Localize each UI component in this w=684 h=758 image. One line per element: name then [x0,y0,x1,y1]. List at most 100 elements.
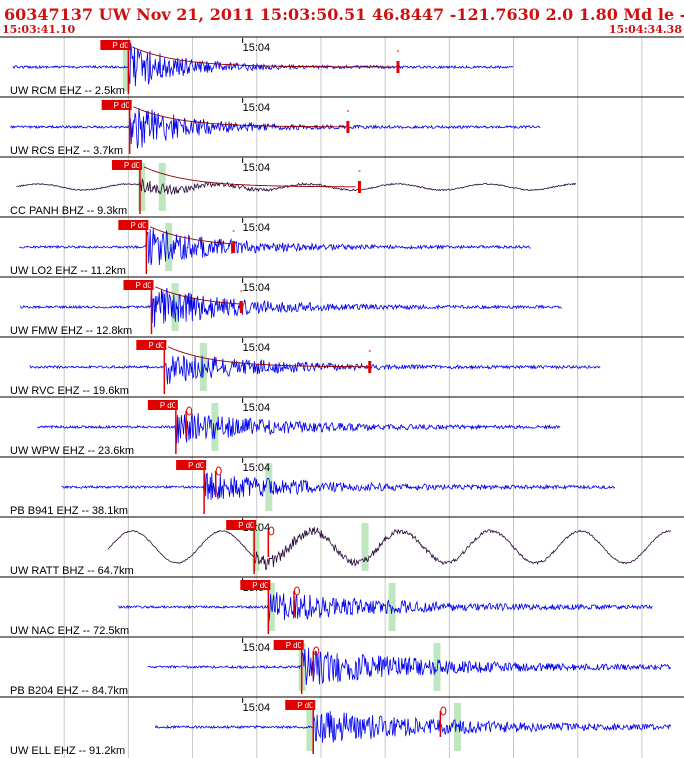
end-time: 15:04:34.38 [609,23,683,36]
trace-panel: 15:04 P d0 UW WPW EHZ -- 23.6km [0,396,684,457]
p-pick-flag [285,700,316,710]
s-pick-marker [268,526,275,536]
waveform-line [29,355,601,385]
p-pick-label: P d0 [238,521,255,530]
event-header: 60347137 UW Nov 21, 2011 15:03:50.51 46.… [4,5,684,24]
waveform-line [61,472,616,501]
p-pick-flag [123,280,154,290]
p-pick-label: P d0 [124,161,141,170]
station-label: UW FMW EHZ -- 12.8km [10,325,132,337]
phase-band [454,703,462,751]
phase-band [361,523,369,571]
station-label: PB B204 EHZ -- 84.7km [10,685,128,697]
p-pick-flag [226,520,257,530]
time-tick-label: 15:04 [243,702,271,714]
coda-decay-curve [155,286,241,305]
s-pick-marker [215,466,222,476]
p-pick-flag [101,100,132,110]
s-pick-marker [440,706,447,716]
trace-panel: 15:04 P d0 UW RVC EHZ -- 19.6km [0,336,684,397]
time-tick-label: 15:04 [243,282,271,294]
p-pick-label: P d0 [286,641,303,650]
p-pick-flag [240,580,271,590]
phase-band [252,523,260,571]
p-pick-label: P d0 [135,281,152,290]
s-pick-marker [293,586,300,596]
p-pick-flag [100,40,131,50]
waveform-line [37,412,561,444]
trace-panel: 15:04 P d0 UW FMW EHZ -- 12.8km [0,276,684,337]
trace-panel: 15:04 P d0 PB B941 EHZ -- 38.1km [0,456,684,517]
time-tick-label: 15:04 [243,462,271,474]
station-label: UW WPW EHZ -- 23.6km [10,445,134,457]
p-pick-label: P d0 [188,461,205,470]
waveform-line [117,592,653,622]
waveform-line [154,711,671,743]
station-label: UW NAC EHZ -- 72.5km [10,625,129,637]
station-label: UW ELL EHZ -- 91.2km [10,745,125,757]
time-tick-label: 15:04 [243,402,271,414]
coda-decay-curve [133,106,346,128]
waveform-line [12,42,514,87]
station-label: UW LO2 EHZ -- 11.2km [10,265,126,277]
time-tick-label: 15:04 [243,42,271,54]
p-pick-label: P d0 [297,701,314,710]
p-pick-flag [176,460,207,470]
station-label: UW RCM EHZ -- 2.5km [10,85,125,97]
station-label: UW RATT BHZ -- 64.7km [10,565,134,577]
time-tick-label: 15:04 [243,642,271,654]
time-tick-label: 15:04 [243,222,271,234]
phase-band [158,163,166,211]
p-pick-flag [273,640,304,650]
s-pick-marker [313,646,320,656]
s-pick-marker [186,406,193,416]
p-pick-flag [147,400,178,410]
coda-decay-curve [150,226,232,245]
phase-band [199,343,207,391]
coda-end-marker [346,121,350,133]
trace-panel: 15:04 P d0 UW ELL EHZ -- 91.2km [0,696,684,757]
time-tick-label: 15:04 [243,342,271,354]
coda-end-marker [368,361,372,373]
station-label: UW RVC EHZ -- 19.6km [10,385,129,397]
waveform-line [147,647,671,686]
trace-panel: 15:04 P d0 UW RCS EHZ -- 3.7km [0,96,684,157]
coda-end-marker [396,61,400,73]
p-pick-label: P d0 [160,401,177,410]
waveform-line [16,177,577,196]
station-label: UW RCS EHZ -- 3.7km [10,145,123,157]
waveform-line [10,107,541,149]
p-pick-flag [136,340,167,350]
coda-end-marker [357,181,361,193]
p-pick-label: P d0 [112,41,129,50]
coda-decay-curve [143,166,356,188]
trace-panel: 15:04 P d0 UW LO2 EHZ -- 11.2km [0,216,684,277]
p-pick-label: P d0 [148,341,165,350]
waveform-line [20,286,563,328]
p-pick-label: P d0 [114,101,131,110]
p-pick-label: P d0 [130,221,147,230]
coda-end-marker [232,241,236,253]
coda-decay-curve [132,46,395,68]
station-label: CC PANH BHZ -- 9.3km [10,205,127,217]
coda-end-marker [239,301,243,313]
phase-band [171,283,179,331]
p-pick-flag [111,160,142,170]
p-pick-label: P d0 [252,581,269,590]
trace-panel: 15:04 P d0 CC PANH BHZ -- 9.3km [0,156,684,217]
trace-panel: 15:04 P d0 UW RCM EHZ -- 2.5km [0,36,684,97]
station-label: PB B941 EHZ -- 38.1km [10,505,128,517]
coda-decay-curve [168,346,369,368]
phase-band [265,463,273,511]
time-tick-label: 15:04 [243,102,271,114]
start-time: 15:03:41.10 [2,23,76,36]
p-pick-flag [118,220,149,230]
waveform-line [107,526,672,571]
phase-band [211,403,219,451]
time-tick-label: 15:04 [243,162,271,174]
waveform-line [19,228,531,266]
